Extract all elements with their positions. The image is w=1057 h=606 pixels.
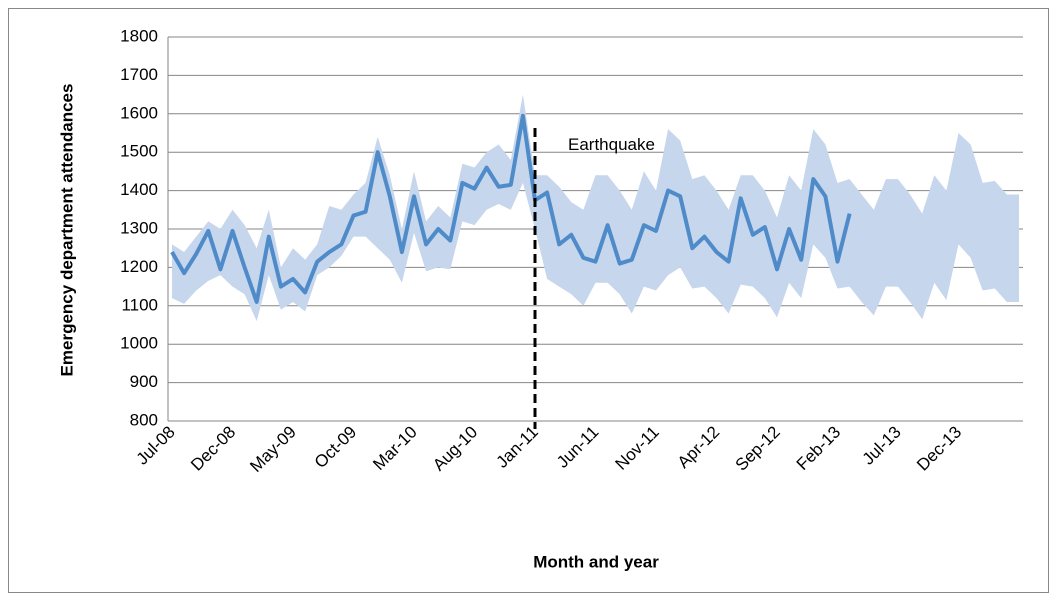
y-tick-label: 1300	[120, 218, 158, 237]
y-tick-label: 1400	[120, 180, 158, 199]
event-label: Earthquake	[568, 135, 655, 154]
y-tick-label: 1800	[120, 26, 158, 45]
y-tick-label: 1700	[120, 65, 158, 84]
y-tick-label: 1100	[121, 295, 158, 314]
y-tick-label: 1000	[120, 334, 158, 353]
confidence-band	[172, 94, 1019, 322]
chart-frame	[8, 8, 1049, 593]
data-line	[170, 113, 852, 304]
y-tick-label: 900	[130, 372, 158, 391]
y-tick-label: 1500	[120, 142, 158, 161]
y-tick-label: 1200	[120, 257, 158, 276]
x-axis-title: Month and year	[533, 552, 659, 571]
y-tick-label: 1600	[120, 103, 158, 122]
y-axis-title: Emergency department attendances	[57, 84, 76, 377]
y-tick-label: 800	[130, 410, 158, 429]
